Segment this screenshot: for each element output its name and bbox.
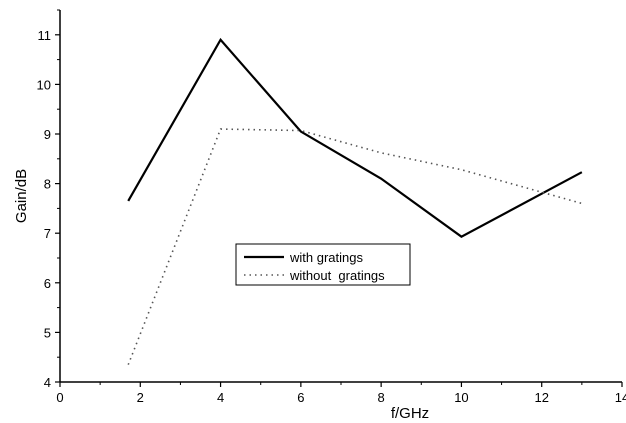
- x-axis-title: f/GHz: [391, 405, 429, 422]
- x-tick-label: 12: [534, 390, 548, 405]
- x-ticks: 0 2 4 6 8 10 12 14: [56, 382, 626, 405]
- legend-box: [235, 243, 411, 286]
- y-tick-label: 4: [44, 375, 51, 390]
- y-tick-label: 10: [37, 77, 51, 92]
- y-tick-label: 5: [44, 325, 51, 340]
- x-tick-label: 14: [615, 390, 626, 405]
- y-ticks: 4 5 6 7 8 9 10 11: [37, 9, 60, 390]
- x-tick-label: 0: [56, 390, 63, 405]
- y-axis-title: Gain/dB: [13, 169, 30, 223]
- y-tick-label: 8: [44, 177, 51, 192]
- y-tick-label: 6: [44, 276, 51, 291]
- y-tick-label: 11: [38, 28, 52, 43]
- legend-label-without-gratings: without gratings: [289, 268, 385, 283]
- x-tick-label: 8: [378, 390, 385, 405]
- series-layer: [127, 37, 583, 365]
- x-tick-label: 6: [297, 390, 304, 405]
- y-tick-label: 9: [44, 127, 51, 142]
- x-tick-label: 4: [217, 390, 224, 405]
- x-tick-label: 2: [137, 390, 144, 405]
- series-line-with-gratings: [127, 37, 583, 238]
- legend-label-with-gratings: with gratings: [289, 250, 363, 265]
- x-tick-label: 10: [454, 390, 468, 405]
- legend: with gratings without gratings: [235, 243, 411, 286]
- series-line-without-gratings: [127, 128, 583, 365]
- y-tick-label: 7: [44, 226, 51, 241]
